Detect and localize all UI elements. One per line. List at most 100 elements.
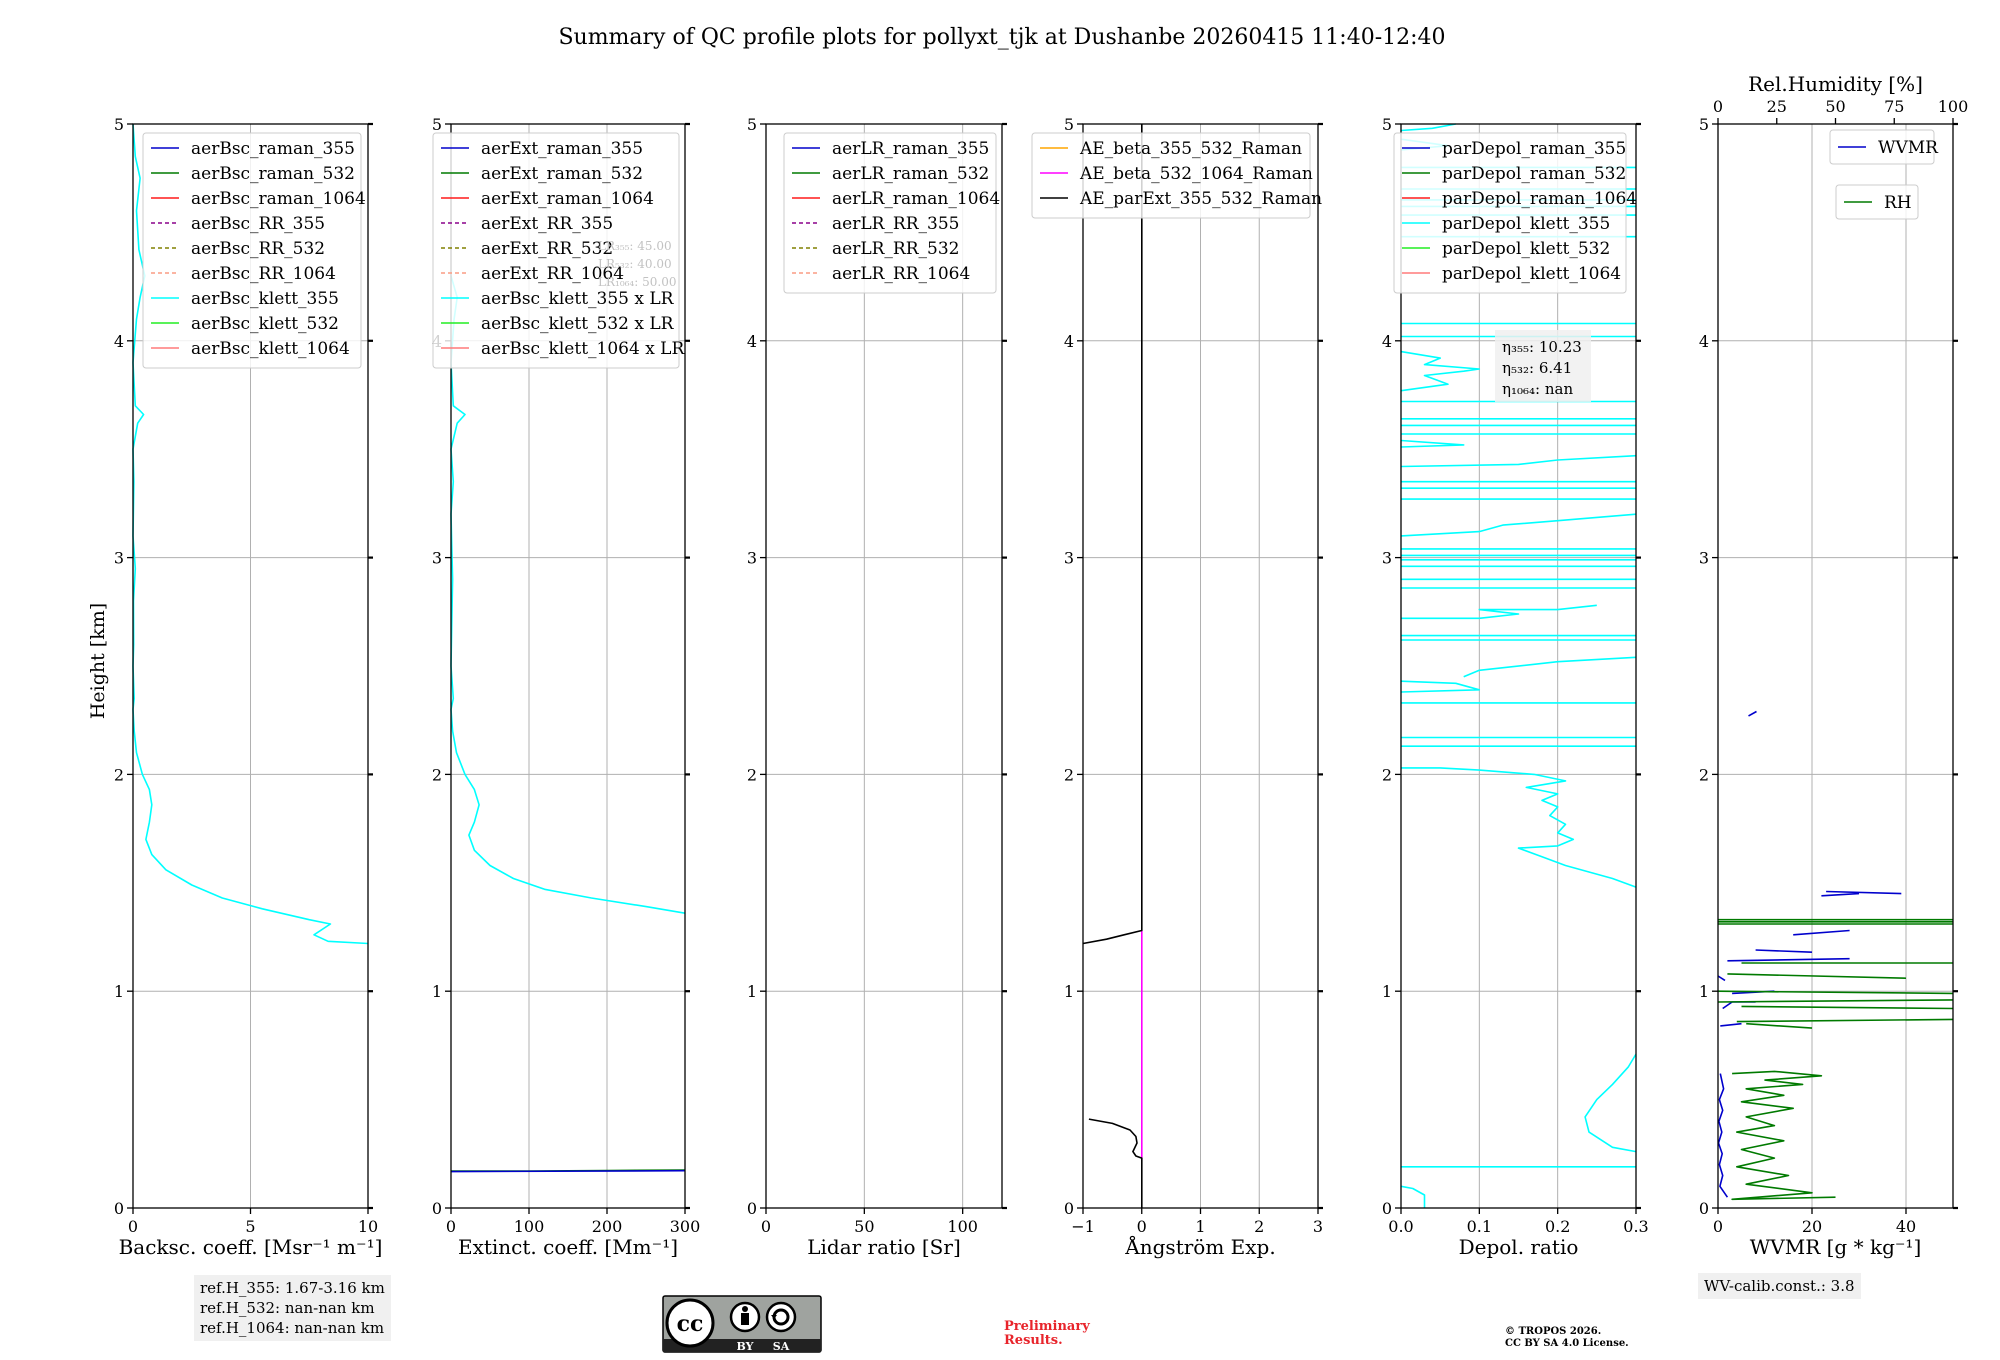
x-tick-label: 0 xyxy=(1713,1217,1723,1236)
legend-entry: aerExt_RR_1064 xyxy=(481,264,624,284)
series-wvmr xyxy=(1748,710,1757,717)
x2-tick-label: 75 xyxy=(1884,97,1904,116)
x-axis-label: Lidar ratio [Sr] xyxy=(807,1235,961,1259)
legend-entry: aerLR_raman_355 xyxy=(832,139,989,159)
copyright-note: © TROPOS 2026. CC BY SA 4.0 License. xyxy=(1505,1326,1629,1350)
badge-sa-text: SA xyxy=(773,1340,790,1353)
x-tick-label: 100 xyxy=(947,1217,978,1236)
y-tick-label: 2 xyxy=(114,765,124,784)
axes-frame xyxy=(1717,123,1954,1209)
y-tick-label: 2 xyxy=(1064,765,1074,784)
legend-entry: aerLR_RR_1064 xyxy=(832,264,970,284)
series-group xyxy=(1717,710,1954,1201)
x2-tick-label: 100 xyxy=(1938,97,1969,116)
lr-annotation: LR₅₃₂: 40.00 xyxy=(598,257,672,271)
axes-frame xyxy=(450,123,686,1209)
y-tick-label: 2 xyxy=(432,765,442,784)
x-tick-label: 0 xyxy=(761,1217,771,1236)
x-tick-label: 40 xyxy=(1896,1217,1916,1236)
y-tick-label: 3 xyxy=(1064,549,1074,568)
series-pardepol-klett-355 xyxy=(1400,350,1481,392)
legend-entry: AE_beta_355_532_Raman xyxy=(1079,139,1302,159)
legend-entry: aerLR_RR_355 xyxy=(832,214,959,234)
legend-entry: aerBsc_klett_1064 x LR xyxy=(481,339,685,359)
refh-532: ref.H_532: nan-nan km xyxy=(200,1299,375,1317)
legend-box xyxy=(1829,129,1935,165)
series-pardepol-klett-355 xyxy=(1401,767,1637,888)
series-aerbsc-klett-355-x-lr xyxy=(450,275,686,914)
legend-box xyxy=(432,132,680,369)
cc-logo-text: cc xyxy=(677,1311,704,1337)
x-tick-label: −1 xyxy=(1071,1217,1095,1236)
y-tick-label: 5 xyxy=(1382,115,1392,134)
y-tick-label: 5 xyxy=(747,115,757,134)
legend-entry: aerLR_raman_1064 xyxy=(832,189,1000,209)
legend-rh: RH xyxy=(1835,184,1919,220)
y-tick-label: 2 xyxy=(1382,765,1392,784)
series-pardepol-klett-355 xyxy=(1463,656,1637,678)
series-pardepol-klett-355 xyxy=(1400,454,1637,468)
legend-entry: aerBsc_raman_532 xyxy=(191,164,355,184)
series-ae-parext-355-532-raman xyxy=(1082,124,1143,945)
legend-entry: RH xyxy=(1884,193,1912,213)
series-wvmr xyxy=(1793,929,1850,936)
x-tick-label: 200 xyxy=(592,1217,623,1236)
legend-entry: parDepol_klett_355 xyxy=(1442,214,1610,234)
y-tick-label: 0 xyxy=(1064,1199,1074,1218)
legend-entry: aerExt_RR_355 xyxy=(481,214,613,234)
x-tick-label: 0 xyxy=(1137,1217,1147,1236)
y-tick-label: 1 xyxy=(1382,982,1392,1001)
legend-box xyxy=(1835,184,1919,220)
legend: aerLR_raman_355 aerLR_raman_532 aerLR_rama… xyxy=(783,132,1000,294)
x-tick-label: 0 xyxy=(446,1217,456,1236)
legend-box xyxy=(1393,132,1627,294)
y-tick-label: 3 xyxy=(114,549,124,568)
legend: parDepol_raman_355 parDepol_raman_532 parD… xyxy=(1393,132,1637,294)
legend-entry: aerLR_RR_532 xyxy=(832,239,959,259)
license-badge: cc BY SA xyxy=(662,1295,822,1353)
legend-entry: aerBsc_klett_532 x LR xyxy=(481,314,675,334)
series-pardepol-klett-355 xyxy=(1400,1185,1426,1208)
legend-entry: parDepol_klett_1064 xyxy=(1442,264,1621,284)
x-tick-label: 0.0 xyxy=(1388,1217,1413,1236)
y-tick-label: 3 xyxy=(1699,549,1709,568)
legend-entry: aerBsc_raman_355 xyxy=(191,139,355,159)
x-tick-label: 3 xyxy=(1313,1217,1323,1236)
copyright-line-2: CC BY SA 4.0 License. xyxy=(1505,1338,1629,1349)
legend-box xyxy=(783,132,997,294)
legend: AE_beta_355_532_Raman AE_beta_532_1064_Ra… xyxy=(1031,132,1322,219)
eta-box: η₃₅₅: 10.23 η₅₃₂: 6.41 η₁₀₆₄: nan xyxy=(1495,330,1591,402)
legend-entry: aerBsc_RR_532 xyxy=(191,239,325,259)
series-group xyxy=(450,275,686,1173)
series-rh xyxy=(1746,1022,1813,1029)
series-aerext-raman-355 xyxy=(450,1169,686,1173)
y-tick-label: 2 xyxy=(1699,765,1709,784)
x-tick-label: 0.1 xyxy=(1467,1217,1492,1236)
series-rh xyxy=(1731,1070,1836,1201)
y-axis-label: Height [km] xyxy=(87,603,109,719)
y-tick-label: 5 xyxy=(432,115,442,134)
legend-entry: WVMR xyxy=(1878,138,1939,158)
legend-entry: aerBsc_klett_532 xyxy=(191,314,339,334)
series-ae-parext-355-532-raman xyxy=(1088,1118,1143,1208)
figure-title: Summary of QC profile plots for pollyxt_… xyxy=(558,25,1445,50)
series-pardepol-klett-355 xyxy=(1401,604,1597,620)
legend-entry: aerBsc_RR_355 xyxy=(191,214,325,234)
badge-by-text: BY xyxy=(737,1340,754,1353)
legend-entry: aerBsc_raman_1064 xyxy=(191,189,366,209)
series-rh xyxy=(1727,973,1907,979)
y-tick-label: 4 xyxy=(1064,332,1074,351)
legend-entry: AE_parExt_355_532_Raman xyxy=(1079,189,1322,209)
y-tick-label: 4 xyxy=(114,332,124,351)
legend-entry: parDepol_klett_532 xyxy=(1442,239,1610,259)
y-tick-label: 1 xyxy=(432,982,442,1001)
y-tick-label: 1 xyxy=(1064,982,1074,1001)
series-pardepol-klett-355 xyxy=(1400,439,1465,448)
x-tick-label: 100 xyxy=(514,1217,545,1236)
y-tick-label: 4 xyxy=(1699,332,1709,351)
series-pardepol-klett-355 xyxy=(1584,1053,1637,1153)
